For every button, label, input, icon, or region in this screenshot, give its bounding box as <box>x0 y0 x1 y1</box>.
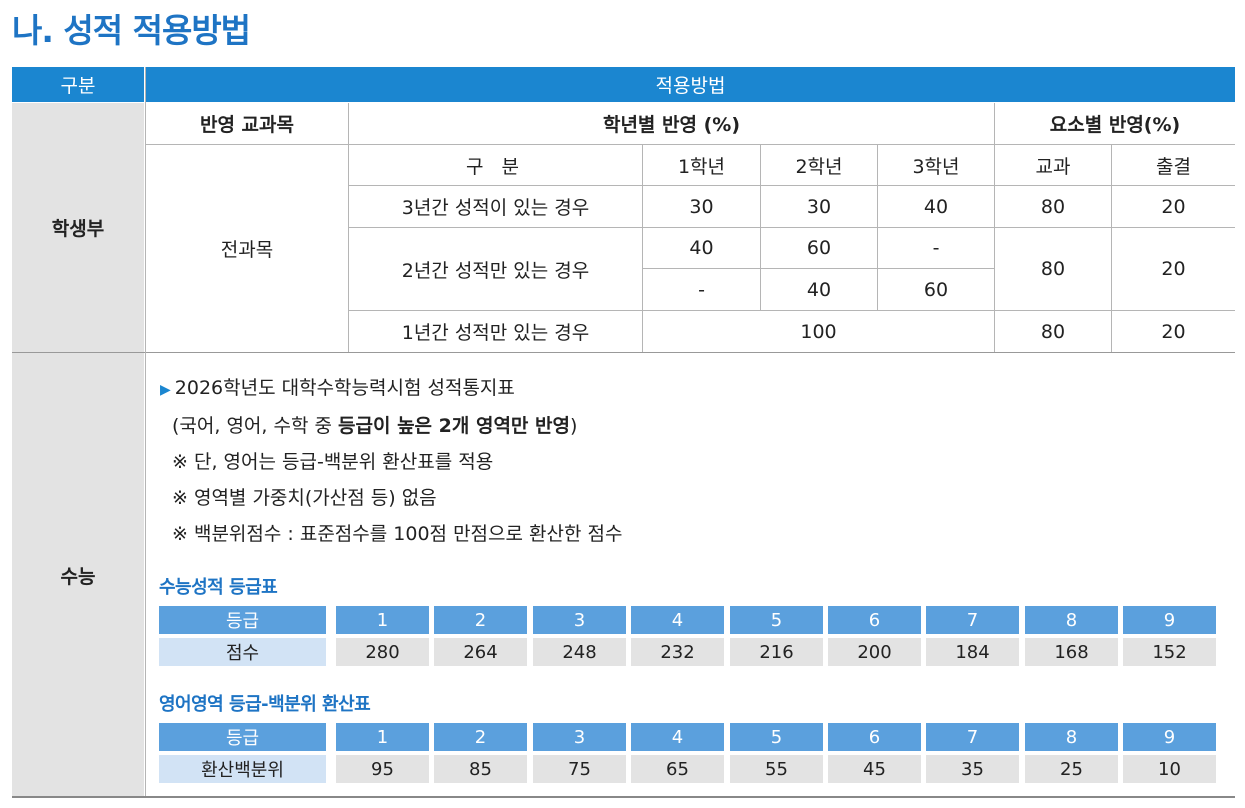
suneung-description: ▶ 2026학년도 대학수학능력시험 성적통지표 (국어, 영어, 수학 중 등급… <box>160 370 622 552</box>
grade-cell: 3 <box>533 606 626 634</box>
row3-label: 3년간 성적이 있는 경우 <box>401 197 590 219</box>
grid-line <box>994 103 995 352</box>
grid-line <box>349 227 1235 228</box>
grade-cell: 4 <box>631 606 724 634</box>
grade-cell: 6 <box>828 606 921 634</box>
row3-kyogwa: 80 <box>1040 195 1066 218</box>
grade-cell: 8 <box>1025 723 1118 751</box>
row1-all: 100 <box>800 320 837 343</box>
suneung-line2: (국어, 영어, 수학 중 등급이 높은 2개 영역만 반영) <box>172 415 578 437</box>
row1-label: 1년간 성적만 있는 경우 <box>401 322 590 344</box>
sub-head-year2: 2학년 <box>795 155 843 178</box>
category-suneung: 수능 <box>12 353 144 797</box>
grade-cell: 5 <box>730 723 823 751</box>
value-cell: 55 <box>730 755 823 783</box>
row1-kyogwa: 80 <box>1040 320 1066 343</box>
value-cell: 65 <box>631 755 724 783</box>
value-cell: 200 <box>828 638 921 666</box>
row3-chulgyeol: 20 <box>1161 195 1186 218</box>
grid-line <box>877 144 878 310</box>
grade-cell: 2 <box>434 723 527 751</box>
grade-row-label: 환산백분위 <box>159 755 326 783</box>
sub-head-year1: 1학년 <box>677 155 726 178</box>
row2b-y3: 60 <box>923 278 949 301</box>
grid-line <box>146 144 1235 145</box>
value-cell: 280 <box>336 638 429 666</box>
value-cell: 184 <box>926 638 1019 666</box>
row2a-y3: - <box>932 237 940 259</box>
row3-y1: 30 <box>689 195 714 218</box>
head-subject: 반영 교과목 <box>199 114 294 136</box>
grade-cell: 1 <box>336 723 429 751</box>
value-cell: 85 <box>434 755 527 783</box>
row2b-y2: 40 <box>806 278 832 301</box>
grid-line <box>643 268 994 269</box>
value-cell: 10 <box>1123 755 1216 783</box>
header-method: 적용방법 <box>146 67 1235 102</box>
row2-label: 2년간 성적만 있는 경우 <box>401 259 590 282</box>
grade-cell: 5 <box>730 606 823 634</box>
grid-line <box>760 144 761 310</box>
row3-y3: 40 <box>923 195 949 218</box>
row3-y2: 30 <box>806 195 832 218</box>
head-year: 학년별 반영 (%) <box>602 114 741 136</box>
grid-line <box>12 352 1235 353</box>
grade-cell: 3 <box>533 723 626 751</box>
row2a-y2: 60 <box>806 237 832 259</box>
grid-line <box>145 67 146 797</box>
value-cell: 232 <box>631 638 724 666</box>
value-cell: 95 <box>336 755 429 783</box>
value-cell: 248 <box>533 638 626 666</box>
row2-kyogwa: 80 <box>1040 258 1066 280</box>
grade-head-label: 등급 <box>159 723 326 751</box>
subject-all: 전과목 <box>220 239 274 261</box>
row2-chulgyeol: 20 <box>1161 258 1186 280</box>
row2a-y1: 40 <box>689 237 714 259</box>
bottom-border <box>12 796 1235 798</box>
grade-cell: 7 <box>926 723 1019 751</box>
sub-head-gubun: 구 분 <box>466 155 525 178</box>
sub-head-chulgyeol: 출결 <box>1156 155 1191 178</box>
header-category: 구분 <box>12 67 144 102</box>
value-cell: 25 <box>1025 755 1118 783</box>
value-cell: 35 <box>926 755 1019 783</box>
grade-cell: 2 <box>434 606 527 634</box>
grade-cell: 6 <box>828 723 921 751</box>
grid-line <box>349 310 1235 311</box>
sub-head-kyogwa: 교과 <box>1035 155 1071 178</box>
grade-cell: 9 <box>1123 723 1216 751</box>
grid-line <box>348 103 349 352</box>
suneung-note3: ※ 백분위점수 : 표준점수를 100점 만점으로 환산한 점수 <box>172 523 623 545</box>
sub-head-year3: 3학년 <box>912 155 960 178</box>
value-cell: 168 <box>1025 638 1118 666</box>
grade-cell: 9 <box>1123 606 1216 634</box>
suneung-note2: ※ 영역별 가중치(가산점 등) 없음 <box>172 487 437 509</box>
row2b-y1: - <box>698 278 705 301</box>
grade-cell: 4 <box>631 723 724 751</box>
grade-cell: 8 <box>1025 606 1118 634</box>
grade-head-label: 등급 <box>159 606 326 634</box>
grade-cell: 7 <box>926 606 1019 634</box>
value-cell: 75 <box>533 755 626 783</box>
grid-line <box>349 185 1235 186</box>
grid-line <box>1111 144 1112 352</box>
grid-line <box>642 144 643 352</box>
head-element: 요소별 반영(%) <box>1049 114 1181 136</box>
value-cell: 45 <box>828 755 921 783</box>
value-cell: 216 <box>730 638 823 666</box>
value-cell: 264 <box>434 638 527 666</box>
row1-chulgyeol: 20 <box>1161 320 1186 343</box>
category-hsb: 학생부 <box>12 103 144 352</box>
table1-title: 수능성적 등급표 <box>159 577 278 598</box>
table2-title: 영어영역 등급-백분위 환산표 <box>159 694 371 715</box>
suneung-note1: ※ 단, 영어는 등급-백분위 환산표를 적용 <box>172 451 494 473</box>
grade-cell: 1 <box>336 606 429 634</box>
triangle-bullet-icon: ▶ <box>160 382 171 398</box>
value-cell: 152 <box>1123 638 1216 666</box>
page-title: 나. 성적 적용방법 <box>12 11 251 50</box>
grade-row-label: 점수 <box>159 638 326 666</box>
suneung-line1: ▶ 2026학년도 대학수학능력시험 성적통지표 <box>160 377 515 399</box>
